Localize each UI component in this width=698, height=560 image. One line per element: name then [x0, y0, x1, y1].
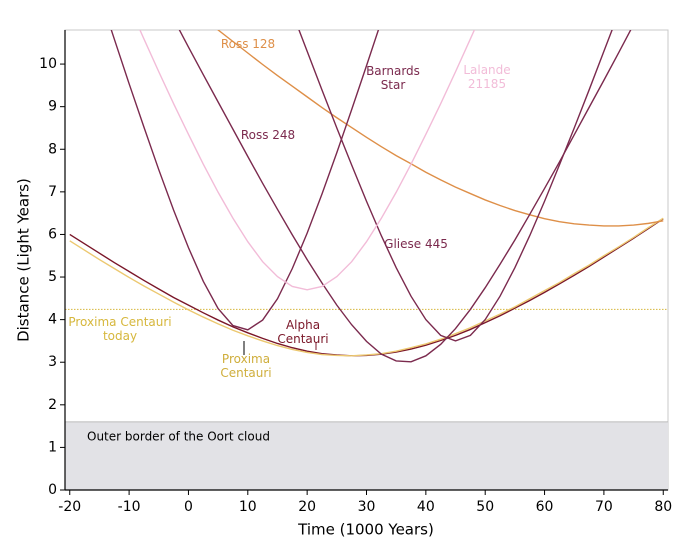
y-tick-label: 6	[48, 226, 57, 242]
x-tick-label: -10	[118, 499, 141, 515]
y-axis-title: Distance (Light Years)	[15, 178, 33, 342]
y-tick-label: 2	[48, 397, 57, 413]
series-label: Ross 248	[240, 128, 296, 142]
series-label: Lalande 21185	[463, 63, 511, 91]
x-tick-label: 20	[298, 499, 316, 515]
reference-label: Proxima Centauri today	[68, 315, 172, 344]
y-tick-label: 9	[48, 99, 57, 115]
y-tick-label: 4	[48, 312, 57, 328]
y-tick-label: 7	[48, 184, 57, 200]
y-tick-label: 8	[48, 141, 57, 157]
series-label: Alpha Centauri	[277, 318, 329, 346]
x-tick-label: 60	[536, 499, 554, 515]
x-tick-label: 0	[184, 499, 193, 515]
x-tick-label: 50	[476, 499, 494, 515]
series-line	[178, 30, 632, 363]
x-tick-label: 30	[358, 499, 376, 515]
y-tick-label: 3	[48, 354, 57, 370]
y-tick-label: 10	[39, 56, 57, 72]
series-line	[110, 30, 380, 331]
x-axis-title: Time (1000 Years)	[297, 521, 434, 539]
x-tick-label: 80	[654, 499, 672, 515]
y-tick-label: 5	[48, 269, 57, 285]
series-line	[69, 217, 664, 357]
oort-label: Outer border of the Oort cloud	[87, 429, 270, 443]
y-tick-label: 1	[48, 439, 57, 455]
plot-frame	[64, 29, 669, 491]
series-line	[139, 30, 476, 291]
x-tick-label: 70	[595, 499, 613, 515]
series-group	[69, 30, 664, 363]
series-label: Gliese 445	[384, 237, 448, 251]
x-tick-label: 10	[239, 499, 257, 515]
series-label: Proxima Centauri	[220, 352, 272, 380]
y-tick-label: 0	[48, 482, 57, 498]
oort-region	[65, 421, 668, 490]
x-tick-label: -20	[58, 499, 81, 515]
series-line	[217, 30, 664, 227]
series-label: Ross 128	[220, 37, 276, 51]
x-tick-label: 40	[417, 499, 435, 515]
series-label: Barnards Star	[366, 64, 420, 92]
series-line	[298, 30, 613, 342]
